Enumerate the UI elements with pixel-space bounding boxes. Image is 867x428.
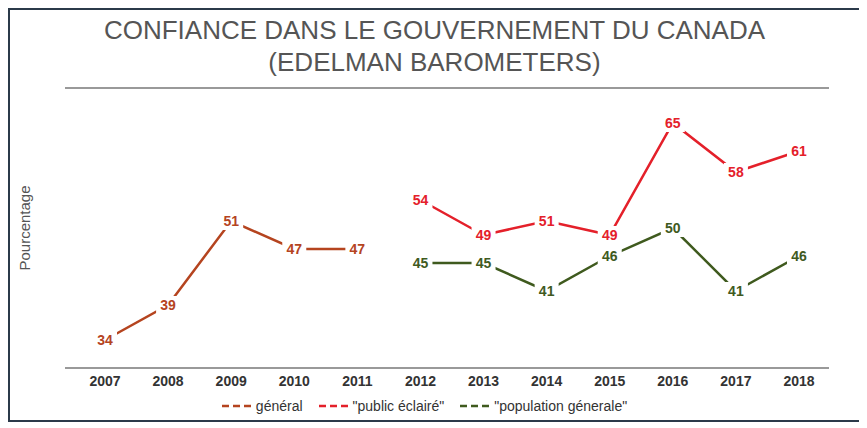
svg-text:2010: 2010 xyxy=(279,373,310,389)
svg-text:47: 47 xyxy=(350,241,366,257)
svg-text:2007: 2007 xyxy=(89,373,120,389)
svg-text:46: 46 xyxy=(602,248,618,264)
svg-text:58: 58 xyxy=(728,164,744,180)
svg-text:2009: 2009 xyxy=(216,373,247,389)
svg-text:2017: 2017 xyxy=(720,373,751,389)
html-text:général: général xyxy=(255,398,303,414)
svg-text:2011: 2011 xyxy=(342,373,373,389)
svg-text:45: 45 xyxy=(413,255,429,271)
svg-text:49: 49 xyxy=(476,227,492,243)
svg-text:51: 51 xyxy=(223,213,239,229)
svg-text:51: 51 xyxy=(539,213,555,229)
svg-text:41: 41 xyxy=(539,283,555,299)
svg-text:2013: 2013 xyxy=(468,373,499,389)
svg-text:2014: 2014 xyxy=(531,373,562,389)
html-text:CONFIANCE DANS LE GOUVERNEMENT: CONFIANCE DANS LE GOUVERNEMENT DU CANADA xyxy=(103,15,766,45)
svg-text:47: 47 xyxy=(286,241,302,257)
svg-text:2016: 2016 xyxy=(657,373,688,389)
svg-text:2018: 2018 xyxy=(783,373,814,389)
svg-text:39: 39 xyxy=(160,297,176,313)
svg-text:2015: 2015 xyxy=(594,373,625,389)
svg-text:46: 46 xyxy=(791,248,807,264)
svg-text:54: 54 xyxy=(413,192,429,208)
svg-text:50: 50 xyxy=(665,220,681,236)
html-text:(EDELMAN BAROMETERS): (EDELMAN BAROMETERS) xyxy=(268,47,601,77)
svg-text:2008: 2008 xyxy=(153,373,184,389)
svg-text:65: 65 xyxy=(665,115,681,131)
svg-text:45: 45 xyxy=(476,255,492,271)
svg-text:2012: 2012 xyxy=(405,373,436,389)
svg-text:41: 41 xyxy=(728,283,744,299)
svg-text:34: 34 xyxy=(97,332,113,348)
html-text:"population génerale": "population génerale" xyxy=(494,398,628,414)
svg-text:61: 61 xyxy=(791,143,807,159)
svg-text:49: 49 xyxy=(602,227,618,243)
html-text:"public éclairé": "public éclairé" xyxy=(352,398,445,414)
svg-text:Pourcentage: Pourcentage xyxy=(16,185,33,270)
